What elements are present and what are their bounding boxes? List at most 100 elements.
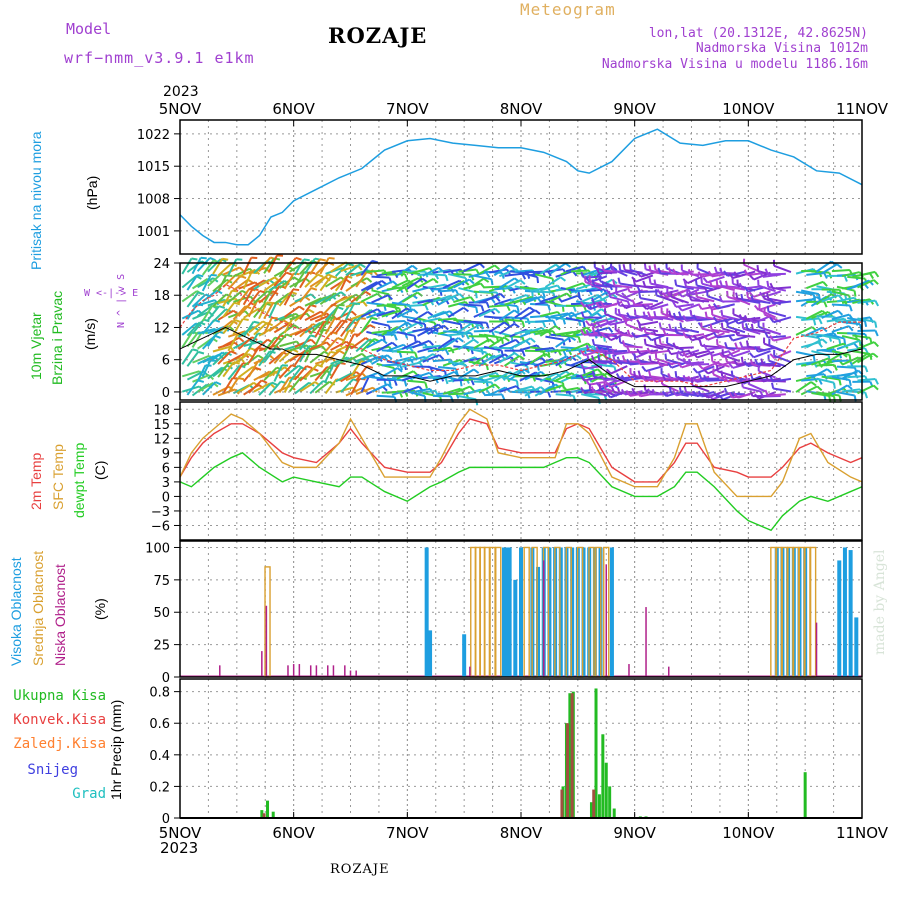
wind-barb — [509, 390, 528, 394]
wind-barb — [519, 344, 538, 352]
wind-barb-flag — [252, 288, 259, 291]
wind-barb — [181, 322, 197, 336]
wind-barb-flag — [632, 279, 637, 286]
wind-barb — [376, 280, 394, 290]
wind-barb — [534, 358, 553, 367]
wind-barb — [197, 299, 216, 307]
high-cloud-bar — [842, 547, 847, 677]
high-cloud-bar — [519, 547, 523, 677]
wind-barb — [432, 295, 451, 303]
wind-barb — [498, 338, 517, 349]
wind-barb — [355, 338, 371, 353]
wind-barb — [247, 333, 259, 350]
wind-barb-flag — [515, 380, 519, 387]
wind-barb-flag — [444, 377, 449, 385]
wind-barb-flag — [657, 267, 662, 274]
y-tick-label: 6 — [162, 461, 170, 476]
wind-barb-flag — [337, 337, 344, 342]
wind-barb — [407, 303, 426, 308]
top-date-label: 8NOV — [500, 100, 543, 118]
wind-barb — [758, 370, 776, 379]
wind-barb-flag — [637, 370, 642, 377]
wind-barb — [795, 381, 812, 393]
wind-barb — [335, 372, 353, 383]
wind-barb — [514, 385, 533, 393]
wind-barb — [309, 295, 327, 307]
wind-barb — [509, 361, 528, 368]
high-cloud-bar — [513, 579, 518, 677]
wind-barb — [401, 385, 420, 394]
wind-barb — [314, 366, 328, 382]
wind-barb — [437, 317, 457, 322]
wind-barb-flag — [764, 268, 769, 275]
wind-barb — [545, 377, 564, 384]
wind-barb — [555, 336, 572, 348]
wind-barb-flag — [192, 348, 199, 352]
wind-barb-flag — [616, 299, 621, 307]
wind-barb — [371, 289, 390, 296]
wind-barb — [815, 293, 832, 306]
wind-barb — [186, 379, 199, 396]
wind-barb-flag — [508, 264, 515, 270]
wind-barb — [478, 371, 497, 379]
wind-barb-flag — [605, 319, 611, 326]
y-tick-label: 15 — [153, 418, 170, 433]
wind-barb — [706, 378, 725, 382]
wind-barb-flag — [620, 374, 626, 382]
wind-barb-flag — [626, 390, 631, 397]
wind-barb — [821, 392, 840, 397]
wind-barb-flag — [631, 331, 637, 338]
wind-barb-flag — [843, 275, 848, 282]
wind-barb-flag — [724, 356, 729, 363]
wind-barb-flag — [828, 395, 832, 403]
wind-barb — [831, 375, 850, 381]
wind-barb — [499, 302, 518, 308]
wind-barb — [191, 293, 207, 308]
wind-barb — [191, 277, 209, 290]
wind-barb — [560, 333, 579, 338]
wind-barb-flag — [733, 392, 739, 399]
y-tick-label: 0.2 — [149, 780, 170, 795]
wind-barb — [581, 286, 600, 293]
wind-barb-flag — [521, 350, 526, 357]
wind-barb — [499, 385, 517, 393]
wind-barb-flag — [585, 379, 590, 386]
wind-barb-flag — [712, 302, 719, 310]
high-cloud-bar — [505, 547, 510, 677]
wind-barb-flag — [253, 320, 260, 324]
wind-barb — [580, 368, 599, 378]
wind-barb-flag — [621, 355, 626, 362]
wind-barb — [319, 292, 336, 306]
wind-barb-flag — [572, 305, 577, 312]
wind-barb — [345, 302, 355, 320]
wind-barb — [753, 350, 771, 359]
y-tick-label: 12 — [153, 321, 170, 336]
wind-barb — [768, 310, 787, 318]
total-precip-bar — [604, 762, 608, 818]
wind-barb-flag — [386, 354, 393, 360]
wind-barb-flag — [769, 335, 775, 342]
wind-barb-flag — [490, 330, 496, 337]
wind-barb-flag — [697, 390, 703, 397]
wind-barb — [514, 337, 531, 348]
wind-barb — [665, 358, 684, 366]
wind-barb-flag — [846, 384, 853, 390]
wind-barb — [238, 281, 256, 290]
wind-barb-flag — [661, 390, 668, 397]
wind-barb — [504, 272, 523, 277]
wind-barb — [619, 282, 638, 288]
wind-barb — [670, 328, 689, 333]
wind-barb-flag — [580, 329, 585, 336]
wind-barb — [831, 303, 850, 307]
wind-barb-flag — [653, 279, 657, 286]
y-tick-label: 50 — [153, 606, 170, 621]
wind-barb-flag — [590, 386, 595, 393]
wind-barb — [360, 308, 378, 318]
total-precip-bar — [601, 734, 605, 818]
wind-barb-flag — [600, 302, 606, 309]
wind-barb — [217, 309, 234, 321]
wind-barb — [575, 345, 594, 352]
wind-barb — [268, 351, 284, 365]
wind-barb — [273, 364, 283, 382]
wind-barb — [831, 313, 850, 321]
